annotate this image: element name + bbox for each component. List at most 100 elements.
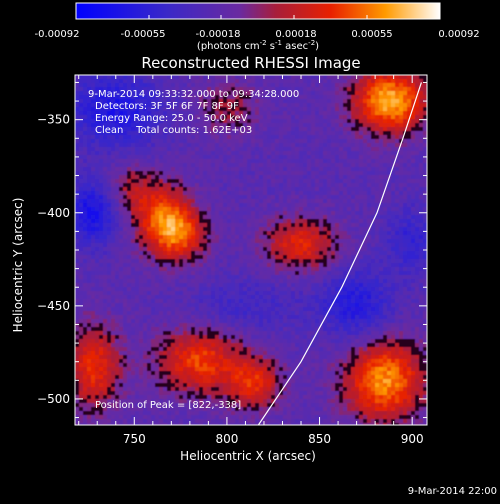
heatmap-cell (143, 107, 148, 112)
heatmap-cell (151, 99, 156, 104)
heatmap-cell (343, 227, 348, 232)
heatmap-cell (203, 147, 208, 152)
heatmap-cell (391, 123, 396, 128)
heatmap-cell (131, 107, 136, 112)
heatmap-cell (319, 115, 324, 120)
heatmap-cell (207, 183, 212, 188)
heatmap-cell (243, 155, 248, 160)
heatmap-cell (111, 91, 116, 96)
heatmap-cell (207, 75, 212, 80)
heatmap-cell (291, 75, 296, 80)
heatmap-cell (95, 223, 100, 228)
heatmap-cell (359, 239, 364, 244)
heatmap-cell (171, 91, 176, 96)
heatmap-cell (403, 271, 408, 276)
heatmap-cell (231, 219, 236, 224)
heatmap-cell (359, 227, 364, 232)
heatmap-cell (407, 191, 412, 196)
heatmap-cell (383, 167, 388, 172)
heatmap-cell (299, 187, 304, 192)
heatmap-cell (251, 143, 256, 148)
heatmap-cell (375, 147, 380, 152)
heatmap-cell (111, 103, 116, 108)
heatmap-cell (131, 87, 136, 92)
heatmap-cell (223, 267, 228, 272)
heatmap-cell (163, 283, 168, 288)
heatmap-cell (247, 87, 252, 92)
heatmap-cell (403, 235, 408, 240)
heatmap-cell (219, 147, 224, 152)
heatmap-cell (255, 179, 260, 184)
heatmap-cell (287, 291, 292, 296)
heatmap-cell (315, 247, 320, 252)
heatmap-cell (75, 175, 80, 180)
heatmap-cell (115, 287, 120, 292)
heatmap-cell (279, 167, 284, 172)
heatmap-cell (407, 207, 412, 212)
heatmap-cell (295, 207, 300, 212)
colorbar: -0.00092 -0.00055 -0.00018 0.00018 0.000… (35, 2, 480, 52)
heatmap-cell (91, 267, 96, 272)
heatmap-cell (199, 175, 204, 180)
heatmap-cell (283, 147, 288, 152)
heatmap-cell (371, 251, 376, 256)
heatmap-cell (147, 187, 152, 192)
heatmap-cell (107, 215, 112, 220)
heatmap-cell (251, 147, 256, 152)
heatmap-cell (211, 263, 216, 268)
heatmap-cell (407, 215, 412, 220)
heatmap-cell (363, 79, 368, 84)
heatmap-cell (375, 263, 380, 268)
heatmap-cell (191, 267, 196, 272)
heatmap-cell (295, 263, 300, 268)
heatmap-cell (407, 79, 412, 84)
heatmap-cell (211, 235, 216, 240)
heatmap-cell (267, 271, 272, 276)
heatmap-cell (399, 203, 404, 208)
heatmap-cell (355, 183, 360, 188)
heatmap-cell (351, 127, 356, 132)
heatmap-cell (227, 255, 232, 260)
heatmap-cell (147, 203, 152, 208)
heatmap-cell (179, 99, 184, 104)
heatmap-cell (167, 167, 172, 172)
heatmap-cell (255, 279, 260, 284)
heatmap-cell (327, 127, 332, 132)
heatmap-cell (315, 215, 320, 220)
heatmap-cell (111, 147, 116, 152)
heatmap-cell (147, 199, 152, 204)
heatmap-cell (123, 215, 128, 220)
heatmap-cell (223, 75, 228, 80)
heatmap-cell (303, 263, 308, 268)
heatmap-cell (183, 111, 188, 116)
heatmap-cell (315, 263, 320, 268)
heatmap-cell (367, 139, 372, 144)
heatmap-cell (139, 231, 144, 236)
heatmap-cell (319, 275, 324, 280)
heatmap-cell (359, 191, 364, 196)
heatmap-cell (423, 95, 427, 100)
heatmap-cell (291, 131, 296, 136)
heatmap-cell (291, 227, 296, 232)
heatmap-cell (303, 135, 308, 140)
heatmap-cell (79, 291, 84, 296)
heatmap-cell (211, 227, 216, 232)
colorbar-ticks (75, 15, 441, 19)
heatmap-cell (95, 243, 100, 248)
heatmap-cell (219, 211, 224, 216)
heatmap-cell (135, 143, 140, 148)
heatmap-cell (159, 235, 164, 240)
heatmap-cell (395, 143, 400, 148)
heatmap-cell (315, 131, 320, 136)
heatmap-cell (231, 179, 236, 184)
heatmap-cell (107, 195, 112, 200)
heatmap-cell (259, 143, 264, 148)
heatmap-cell (131, 247, 136, 252)
heatmap-cell (407, 203, 412, 208)
heatmap-cell (179, 219, 184, 224)
heatmap-cell (271, 239, 276, 244)
heatmap-cell (287, 203, 292, 208)
heatmap-cell (91, 183, 96, 188)
heatmap-cell (119, 127, 124, 132)
heatmap-cell (191, 247, 196, 252)
